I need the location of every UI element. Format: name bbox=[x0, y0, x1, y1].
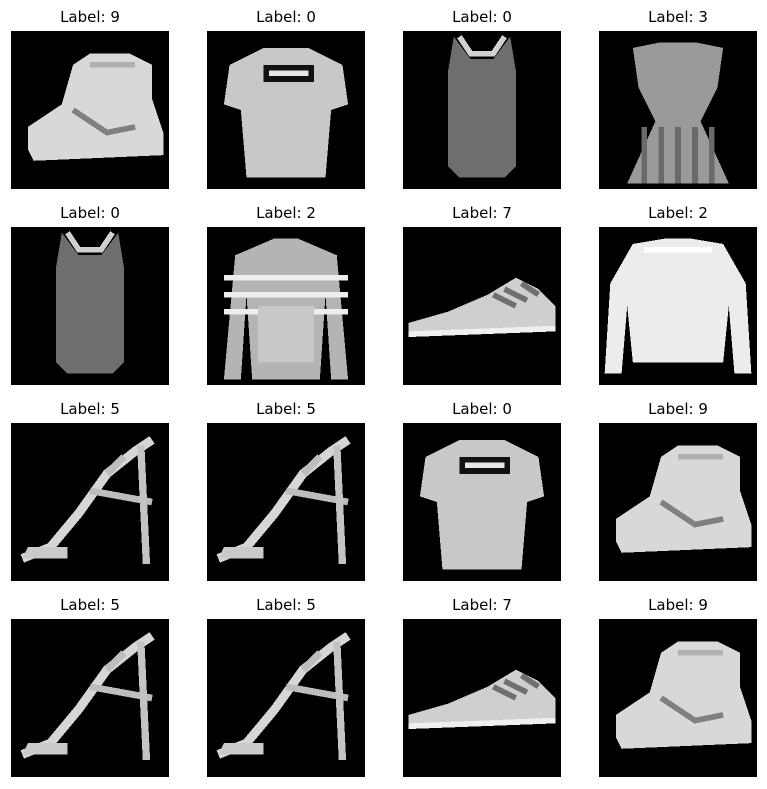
panel-title: Label: 5 bbox=[256, 596, 316, 614]
panel-title: Label: 3 bbox=[648, 8, 708, 26]
panel-title: Label: 0 bbox=[60, 204, 120, 222]
sandal-image bbox=[11, 619, 169, 777]
ankle-boot-image bbox=[11, 31, 169, 189]
ankle-boot-image bbox=[599, 423, 757, 581]
ankle-boot-image bbox=[599, 619, 757, 777]
panel-title: Label: 9 bbox=[648, 596, 708, 614]
panel-title: Label: 7 bbox=[452, 204, 512, 222]
panel-title: Label: 0 bbox=[452, 400, 512, 418]
t-shirt-image bbox=[207, 31, 365, 189]
panel-title: Label: 2 bbox=[648, 204, 708, 222]
t-shirt-image bbox=[403, 423, 561, 581]
dress-image bbox=[599, 31, 757, 189]
panel-title: Label: 5 bbox=[60, 400, 120, 418]
sandal-image bbox=[207, 423, 365, 581]
panel-title: Label: 7 bbox=[452, 596, 512, 614]
sandal-image bbox=[11, 423, 169, 581]
sandal-image bbox=[207, 619, 365, 777]
sneaker-image bbox=[403, 227, 561, 385]
striped-pullover-image bbox=[207, 227, 365, 385]
tank-top-image bbox=[403, 31, 561, 189]
panel-title: Label: 5 bbox=[60, 596, 120, 614]
panel-title: Label: 2 bbox=[256, 204, 316, 222]
panel-title: Label: 0 bbox=[256, 8, 316, 26]
panel-title: Label: 0 bbox=[452, 8, 512, 26]
sneaker-image bbox=[403, 619, 561, 777]
tank-top-image bbox=[11, 227, 169, 385]
panel-title: Label: 5 bbox=[256, 400, 316, 418]
pullover-image bbox=[599, 227, 757, 385]
panel-title: Label: 9 bbox=[60, 8, 120, 26]
panel-title: Label: 9 bbox=[648, 400, 708, 418]
